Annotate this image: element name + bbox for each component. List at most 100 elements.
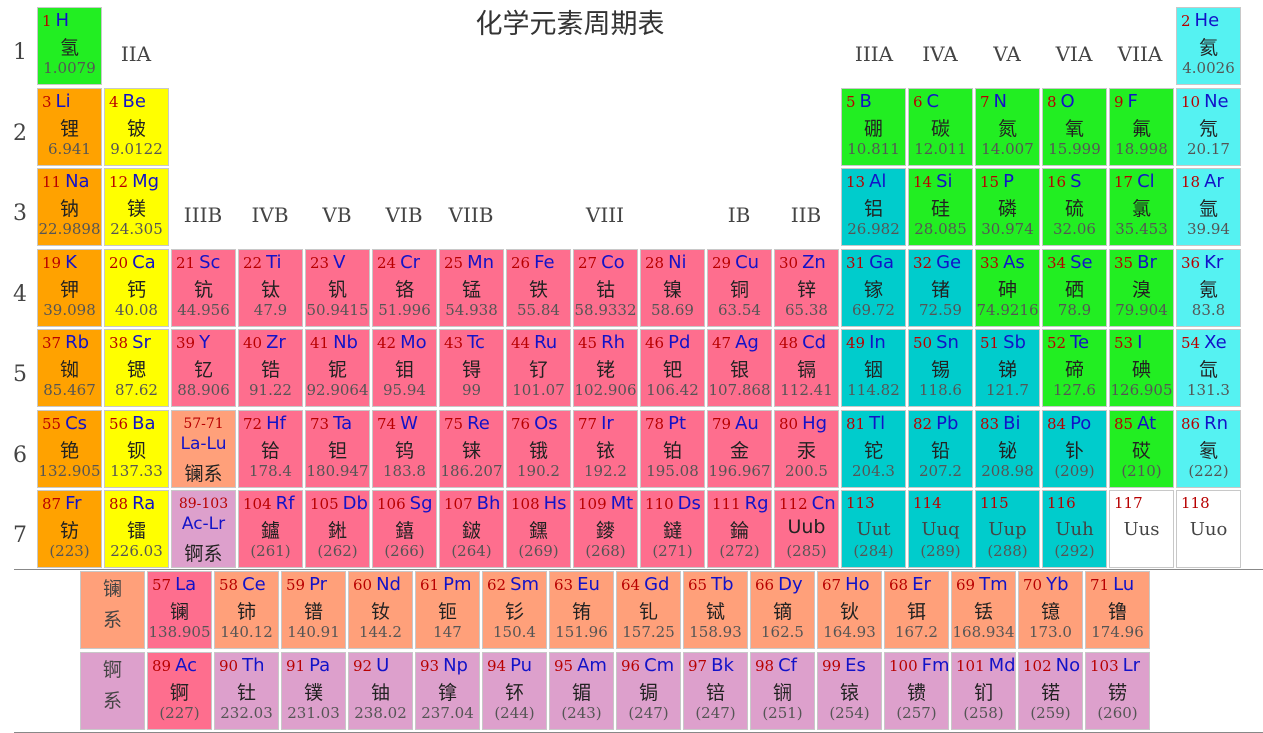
- element-cell-8[interactable]: 8 O 氧 15.999: [1042, 87, 1107, 166]
- element-cell-110[interactable]: 110 Ds 鐽 (271): [640, 490, 705, 568]
- element-cell-115[interactable]: 115 Uup (288): [975, 490, 1040, 568]
- element-cell-99[interactable]: 99 Es 锿 (254): [817, 652, 882, 730]
- element-cell-22[interactable]: 22 Ti 钛 47.9: [238, 248, 303, 327]
- element-cell-19[interactable]: 19 K 钾 39.098: [37, 248, 102, 327]
- element-cell-38[interactable]: 38 Sr 锶 87.62: [104, 329, 169, 407]
- element-cell-84[interactable]: 84 Po 钋 (209): [1042, 409, 1107, 488]
- element-cell-45[interactable]: 45 Rh 铑 102.906: [573, 329, 638, 407]
- element-cell-47[interactable]: 47 Ag 银 107.868: [707, 329, 772, 407]
- element-cell-77[interactable]: 77 Ir 铱 192.2: [573, 409, 638, 488]
- element-cell-71[interactable]: 71 Lu 镥 174.96: [1085, 571, 1150, 649]
- element-cell-95[interactable]: 95 Am 镅 (243): [549, 652, 614, 730]
- element-cell-96[interactable]: 96 Cm 锔 (247): [616, 652, 681, 730]
- element-cell-85[interactable]: 85 At 砹 (210): [1109, 409, 1174, 488]
- element-cell-20[interactable]: 20 Ca 钙 40.08: [104, 248, 169, 327]
- element-cell-75[interactable]: 75 Re 铼 186.207: [439, 409, 504, 488]
- element-cell-40[interactable]: 40 Zr 锆 91.22: [238, 329, 303, 407]
- element-cell-39[interactable]: 39 Y 钇 88.906: [171, 329, 236, 407]
- element-cell-48[interactable]: 48 Cd 镉 112.41: [774, 329, 839, 407]
- element-cell-105[interactable]: 105 Db 𨧀 (262): [305, 490, 370, 568]
- element-cell-72[interactable]: 72 Hf 铪 178.4: [238, 409, 303, 488]
- element-cell-102[interactable]: 102 No 锘 (259): [1018, 652, 1083, 730]
- series-placeholder-ac-lr[interactable]: 89-103 Ac-Lr 锕系: [171, 490, 236, 568]
- element-cell-108[interactable]: 108 Hs 𨭆 (269): [506, 490, 571, 568]
- element-cell-30[interactable]: 30 Zn 锌 65.38: [774, 248, 839, 327]
- element-cell-43[interactable]: 43 Tc 锝 99: [439, 329, 504, 407]
- element-cell-116[interactable]: 116 Uuh (292): [1042, 490, 1107, 568]
- element-cell-10[interactable]: 10 Ne 氖 20.17: [1176, 87, 1241, 166]
- element-cell-54[interactable]: 54 Xe 氙 131.3: [1176, 329, 1241, 407]
- element-cell-21[interactable]: 21 Sc 钪 44.956: [171, 248, 236, 327]
- element-cell-107[interactable]: 107 Bh 𨨏 (264): [439, 490, 504, 568]
- element-cell-2[interactable]: 2 He 氦 4.0026: [1176, 7, 1241, 85]
- element-cell-17[interactable]: 17 Cl 氯 35.453: [1109, 168, 1174, 246]
- element-cell-109[interactable]: 109 Mt 䥑 (268): [573, 490, 638, 568]
- element-cell-35[interactable]: 35 Br 溴 79.904: [1109, 248, 1174, 327]
- element-cell-52[interactable]: 52 Te 碲 127.6: [1042, 329, 1107, 407]
- element-cell-42[interactable]: 42 Mo 钼 95.94: [372, 329, 437, 407]
- element-cell-62[interactable]: 62 Sm 钐 150.4: [482, 571, 547, 649]
- element-cell-98[interactable]: 98 Cf 锎 (251): [750, 652, 815, 730]
- element-cell-37[interactable]: 37 Rb 铷 85.467: [37, 329, 102, 407]
- element-cell-100[interactable]: 100 Fm 镄 (257): [884, 652, 949, 730]
- element-cell-31[interactable]: 31 Ga 镓 69.72: [841, 248, 906, 327]
- element-cell-24[interactable]: 24 Cr 铬 51.996: [372, 248, 437, 327]
- element-cell-6[interactable]: 6 C 碳 12.011: [908, 87, 973, 166]
- element-cell-90[interactable]: 90 Th 钍 232.03: [214, 652, 279, 730]
- element-cell-33[interactable]: 33 As 砷 74.9216: [975, 248, 1040, 327]
- element-cell-93[interactable]: 93 Np 镎 237.04: [415, 652, 480, 730]
- element-cell-80[interactable]: 80 Hg 汞 200.5: [774, 409, 839, 488]
- element-cell-57[interactable]: 57 La 镧 138.905: [147, 571, 212, 649]
- element-cell-5[interactable]: 5 B 硼 10.811: [841, 87, 906, 166]
- element-cell-101[interactable]: 101 Md 钔 (258): [951, 652, 1016, 730]
- element-cell-25[interactable]: 25 Mn 锰 54.938: [439, 248, 504, 327]
- element-cell-32[interactable]: 32 Ge 锗 72.59: [908, 248, 973, 327]
- element-cell-106[interactable]: 106 Sg 𨭎 (266): [372, 490, 437, 568]
- element-cell-87[interactable]: 87 Fr 钫 (223): [37, 490, 102, 568]
- element-cell-118[interactable]: 118 Uuo: [1176, 490, 1241, 568]
- element-cell-103[interactable]: 103 Lr 铹 (260): [1085, 652, 1150, 730]
- element-cell-29[interactable]: 29 Cu 铜 63.54: [707, 248, 772, 327]
- element-cell-58[interactable]: 58 Ce 铈 140.12: [214, 571, 279, 649]
- element-cell-65[interactable]: 65 Tb 铽 158.93: [683, 571, 748, 649]
- element-cell-26[interactable]: 26 Fe 铁 55.84: [506, 248, 571, 327]
- element-cell-23[interactable]: 23 V 钒 50.9415: [305, 248, 370, 327]
- element-cell-88[interactable]: 88 Ra 镭 226.03: [104, 490, 169, 568]
- element-cell-50[interactable]: 50 Sn 锡 118.6: [908, 329, 973, 407]
- element-cell-64[interactable]: 64 Gd 钆 157.25: [616, 571, 681, 649]
- element-cell-104[interactable]: 104 Rf 鑪 (261): [238, 490, 303, 568]
- element-cell-27[interactable]: 27 Co 钴 58.9332: [573, 248, 638, 327]
- element-cell-74[interactable]: 74 W 钨 183.8: [372, 409, 437, 488]
- element-cell-76[interactable]: 76 Os 锇 190.2: [506, 409, 571, 488]
- element-cell-86[interactable]: 86 Rn 氡 (222): [1176, 409, 1241, 488]
- element-cell-13[interactable]: 13 Al 铝 26.982: [841, 168, 906, 246]
- element-cell-83[interactable]: 83 Bi 铋 208.98: [975, 409, 1040, 488]
- element-cell-117[interactable]: 117 Uus: [1109, 490, 1174, 568]
- element-cell-16[interactable]: 16 S 硫 32.06: [1042, 168, 1107, 246]
- element-cell-53[interactable]: 53 I 碘 126.905: [1109, 329, 1174, 407]
- element-cell-34[interactable]: 34 Se 硒 78.9: [1042, 248, 1107, 327]
- element-cell-73[interactable]: 73 Ta 钽 180.947: [305, 409, 370, 488]
- element-cell-1[interactable]: 1 H 氢 1.0079: [37, 7, 102, 85]
- element-cell-14[interactable]: 14 Si 硅 28.085: [908, 168, 973, 246]
- element-cell-70[interactable]: 70 Yb 镱 173.0: [1018, 571, 1083, 649]
- element-cell-15[interactable]: 15 P 磷 30.974: [975, 168, 1040, 246]
- element-cell-112[interactable]: 112 Cn Uub (285): [774, 490, 839, 568]
- element-cell-36[interactable]: 36 Kr 氪 83.8: [1176, 248, 1241, 327]
- element-cell-69[interactable]: 69 Tm 铥 168.934: [951, 571, 1016, 649]
- element-cell-11[interactable]: 11 Na 钠 22.9898: [37, 168, 102, 246]
- element-cell-4[interactable]: 4 Be 铍 9.0122: [104, 87, 169, 166]
- element-cell-82[interactable]: 82 Pb 铅 207.2: [908, 409, 973, 488]
- element-cell-7[interactable]: 7 N 氮 14.007: [975, 87, 1040, 166]
- element-cell-59[interactable]: 59 Pr 镨 140.91: [281, 571, 346, 649]
- element-cell-97[interactable]: 97 Bk 锫 (247): [683, 652, 748, 730]
- element-cell-66[interactable]: 66 Dy 镝 162.5: [750, 571, 815, 649]
- element-cell-49[interactable]: 49 In 铟 114.82: [841, 329, 906, 407]
- element-cell-41[interactable]: 41 Nb 铌 92.9064: [305, 329, 370, 407]
- element-cell-12[interactable]: 12 Mg 镁 24.305: [104, 168, 169, 246]
- element-cell-44[interactable]: 44 Ru 钌 101.07: [506, 329, 571, 407]
- element-cell-68[interactable]: 68 Er 铒 167.2: [884, 571, 949, 649]
- element-cell-94[interactable]: 94 Pu 钚 (244): [482, 652, 547, 730]
- element-cell-78[interactable]: 78 Pt 铂 195.08: [640, 409, 705, 488]
- element-cell-92[interactable]: 92 U 铀 238.02: [348, 652, 413, 730]
